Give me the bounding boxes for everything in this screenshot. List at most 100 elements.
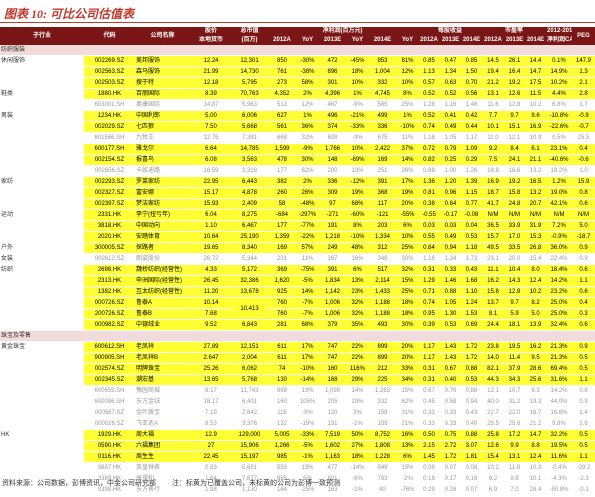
cell: 9.7 (504, 297, 525, 309)
cell: 1.13 (418, 66, 440, 78)
cell: N/M (482, 209, 504, 221)
cell: -77% (297, 220, 318, 232)
cell: 1.10 (190, 220, 232, 232)
cell: 899 (368, 352, 397, 364)
sub-industry: 运动 (0, 209, 84, 221)
cell: 34% (397, 374, 418, 386)
cell: 16.6 (504, 165, 525, 177)
cell: 22.4% (546, 253, 572, 265)
cell: 212 (368, 363, 397, 375)
cell: 369 (267, 264, 297, 276)
cell: 36% (297, 121, 318, 133)
cell: 18.1 (504, 319, 525, 331)
cell: 21.3% (546, 341, 572, 353)
ticker: 000026.SZ (84, 418, 135, 430)
ticker: 600612.SH (84, 341, 135, 353)
sub-industry: 女装 (0, 253, 84, 265)
cell: 0.71 (418, 286, 440, 298)
company-name: 安踏体育 (135, 231, 190, 243)
sub-industry: HK (0, 429, 84, 441)
sub-industry (0, 198, 84, 210)
cell: 12.9 (190, 429, 232, 441)
cell: 159 (368, 418, 397, 430)
cell: 0.77 (461, 198, 482, 210)
header-row: 子行业代码公司名称股价总市值净利润(百万元)每股收益市盈率2012-2014年P… (0, 27, 595, 45)
cell: 18.17 (190, 396, 232, 408)
ticker: 1382.HK (84, 286, 135, 298)
cell: 15.7 (482, 231, 504, 243)
cell: 3% (347, 407, 368, 419)
cell: 1,433 (368, 286, 397, 298)
header-cell: YoY (347, 36, 368, 45)
cell: 74 (267, 363, 297, 375)
header-cell: 本地货币 (190, 36, 232, 45)
cell: 6,467 (232, 220, 267, 232)
cell: 16% (397, 429, 418, 441)
cell: 0.5 (572, 363, 595, 375)
cell: 23.2% (546, 286, 572, 298)
cell: 32% (347, 308, 368, 320)
cell: 4.4% (546, 88, 572, 100)
company-name: 李宁(扭亏年) (135, 209, 190, 221)
cell: 22.7 (482, 407, 504, 419)
header-cell: 市盈率 (482, 27, 546, 36)
sub-industry (0, 286, 84, 298)
company-name: 朗姿股份 (135, 253, 190, 265)
header-cell: PEG (572, 27, 595, 45)
cell: 1.29 (418, 275, 440, 287)
header-cell: 2012-2014年 (546, 27, 572, 36)
company-name: 罗莱家纺 (135, 176, 190, 188)
cell: 17% (297, 352, 318, 364)
table-row: 000587.SZ 金叶珠宝 7.19 2,642 116 -9% 120 3% 158 31% 0… (0, 407, 595, 419)
cell: 10.1 (525, 473, 546, 485)
cell: 15.4 (482, 451, 504, 463)
cell: 6.04 (190, 209, 232, 221)
cell: 2% (297, 88, 318, 100)
cell: 10.64 (190, 231, 232, 243)
sub-industry (0, 396, 84, 408)
cell: 15,197 (232, 451, 267, 463)
cell: 853 (368, 55, 397, 67)
cell: 6,443 (232, 176, 267, 188)
sub-industry (0, 319, 84, 331)
table-row: 休闲服饰 002269.SZ 美邦服饰 12.24 12,301 850 -30% 472 -4… (0, 55, 595, 67)
cell: 8.39 (190, 88, 232, 100)
cell: 1% (397, 110, 418, 122)
cell: 1,228 (368, 451, 397, 463)
cell: 21.2 (525, 418, 546, 430)
table-row: 002154.SZ 报喜鸟 6.08 3,563 478 30% 148 -69% 169 14%… (0, 154, 595, 166)
cell: 0.4 (572, 297, 595, 309)
header-cell: 2014E (368, 36, 397, 45)
cell: 0.03 (440, 220, 461, 232)
sub-industry (0, 363, 84, 375)
cell: 896 (318, 66, 347, 78)
cell: 1.17 (461, 132, 482, 144)
cell: 11.20 (190, 286, 232, 298)
cell: 478 (267, 154, 297, 166)
cell: -0.1 (572, 484, 595, 496)
cell: 1,334 (368, 231, 397, 243)
company-name: 报喜鸟 (135, 154, 190, 166)
cell: 231 (267, 253, 297, 265)
cell: 19.0% (546, 187, 572, 199)
company-name: 美邦服饰 (135, 55, 190, 67)
cell: 8.53 (190, 418, 232, 430)
cell: -9% (297, 143, 318, 155)
cell: 147.9 (572, 55, 595, 67)
cell: 553 (267, 462, 297, 474)
cell: 761 (267, 66, 297, 78)
sub-industry: 家纺 (0, 176, 84, 188)
cell: 1.45 (418, 451, 440, 463)
cell: 477 (318, 462, 347, 474)
cell: -76% (397, 484, 418, 496)
cell: 0.53 (440, 319, 461, 331)
ticker: 600177.SH (84, 143, 135, 155)
cell: 17% (297, 341, 318, 353)
cell: 1.68 (461, 275, 482, 287)
cell: 15.8 (504, 187, 525, 199)
cell: 116% (347, 363, 368, 375)
ticker: 002029.SZ (84, 121, 135, 133)
cell: 163 (318, 484, 347, 496)
cell: 1.72 (440, 451, 461, 463)
cell: -18.7 (572, 231, 595, 243)
